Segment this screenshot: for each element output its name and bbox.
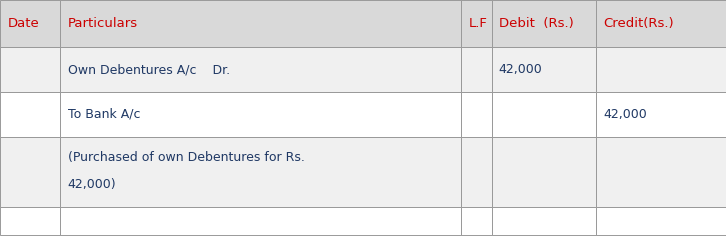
Bar bbox=[461, 207, 492, 235]
Bar bbox=[0, 47, 60, 92]
Bar bbox=[461, 92, 492, 137]
Text: Own Debentures A/c    Dr.: Own Debentures A/c Dr. bbox=[68, 63, 229, 76]
Bar bbox=[596, 137, 726, 207]
Bar bbox=[596, 207, 726, 235]
Bar bbox=[492, 137, 596, 207]
Text: Particulars: Particulars bbox=[68, 17, 138, 30]
Text: To Bank A/c: To Bank A/c bbox=[68, 108, 140, 121]
Bar bbox=[0, 92, 60, 137]
Bar bbox=[596, 47, 726, 92]
Bar bbox=[596, 92, 726, 137]
Bar bbox=[461, 137, 492, 207]
Bar bbox=[60, 207, 461, 235]
Text: Date: Date bbox=[7, 17, 39, 30]
Text: Debit  (Rs.): Debit (Rs.) bbox=[499, 17, 574, 30]
Bar bbox=[0, 207, 60, 235]
Bar bbox=[60, 0, 461, 47]
Bar bbox=[60, 137, 461, 207]
Bar bbox=[60, 47, 461, 92]
Bar bbox=[596, 0, 726, 47]
Bar bbox=[0, 137, 60, 207]
Text: 42,000: 42,000 bbox=[499, 63, 542, 76]
Text: (Purchased of own Debentures for Rs.: (Purchased of own Debentures for Rs. bbox=[68, 151, 304, 164]
Bar bbox=[0, 0, 60, 47]
Bar bbox=[60, 92, 461, 137]
Bar bbox=[492, 92, 596, 137]
Text: 42,000: 42,000 bbox=[603, 108, 647, 121]
Text: L.F: L.F bbox=[468, 17, 487, 30]
Bar bbox=[492, 0, 596, 47]
Text: 42,000): 42,000) bbox=[68, 178, 116, 191]
Bar bbox=[492, 207, 596, 235]
Bar bbox=[461, 0, 492, 47]
Text: Credit(Rs.): Credit(Rs.) bbox=[603, 17, 674, 30]
Bar bbox=[461, 47, 492, 92]
Bar bbox=[492, 47, 596, 92]
